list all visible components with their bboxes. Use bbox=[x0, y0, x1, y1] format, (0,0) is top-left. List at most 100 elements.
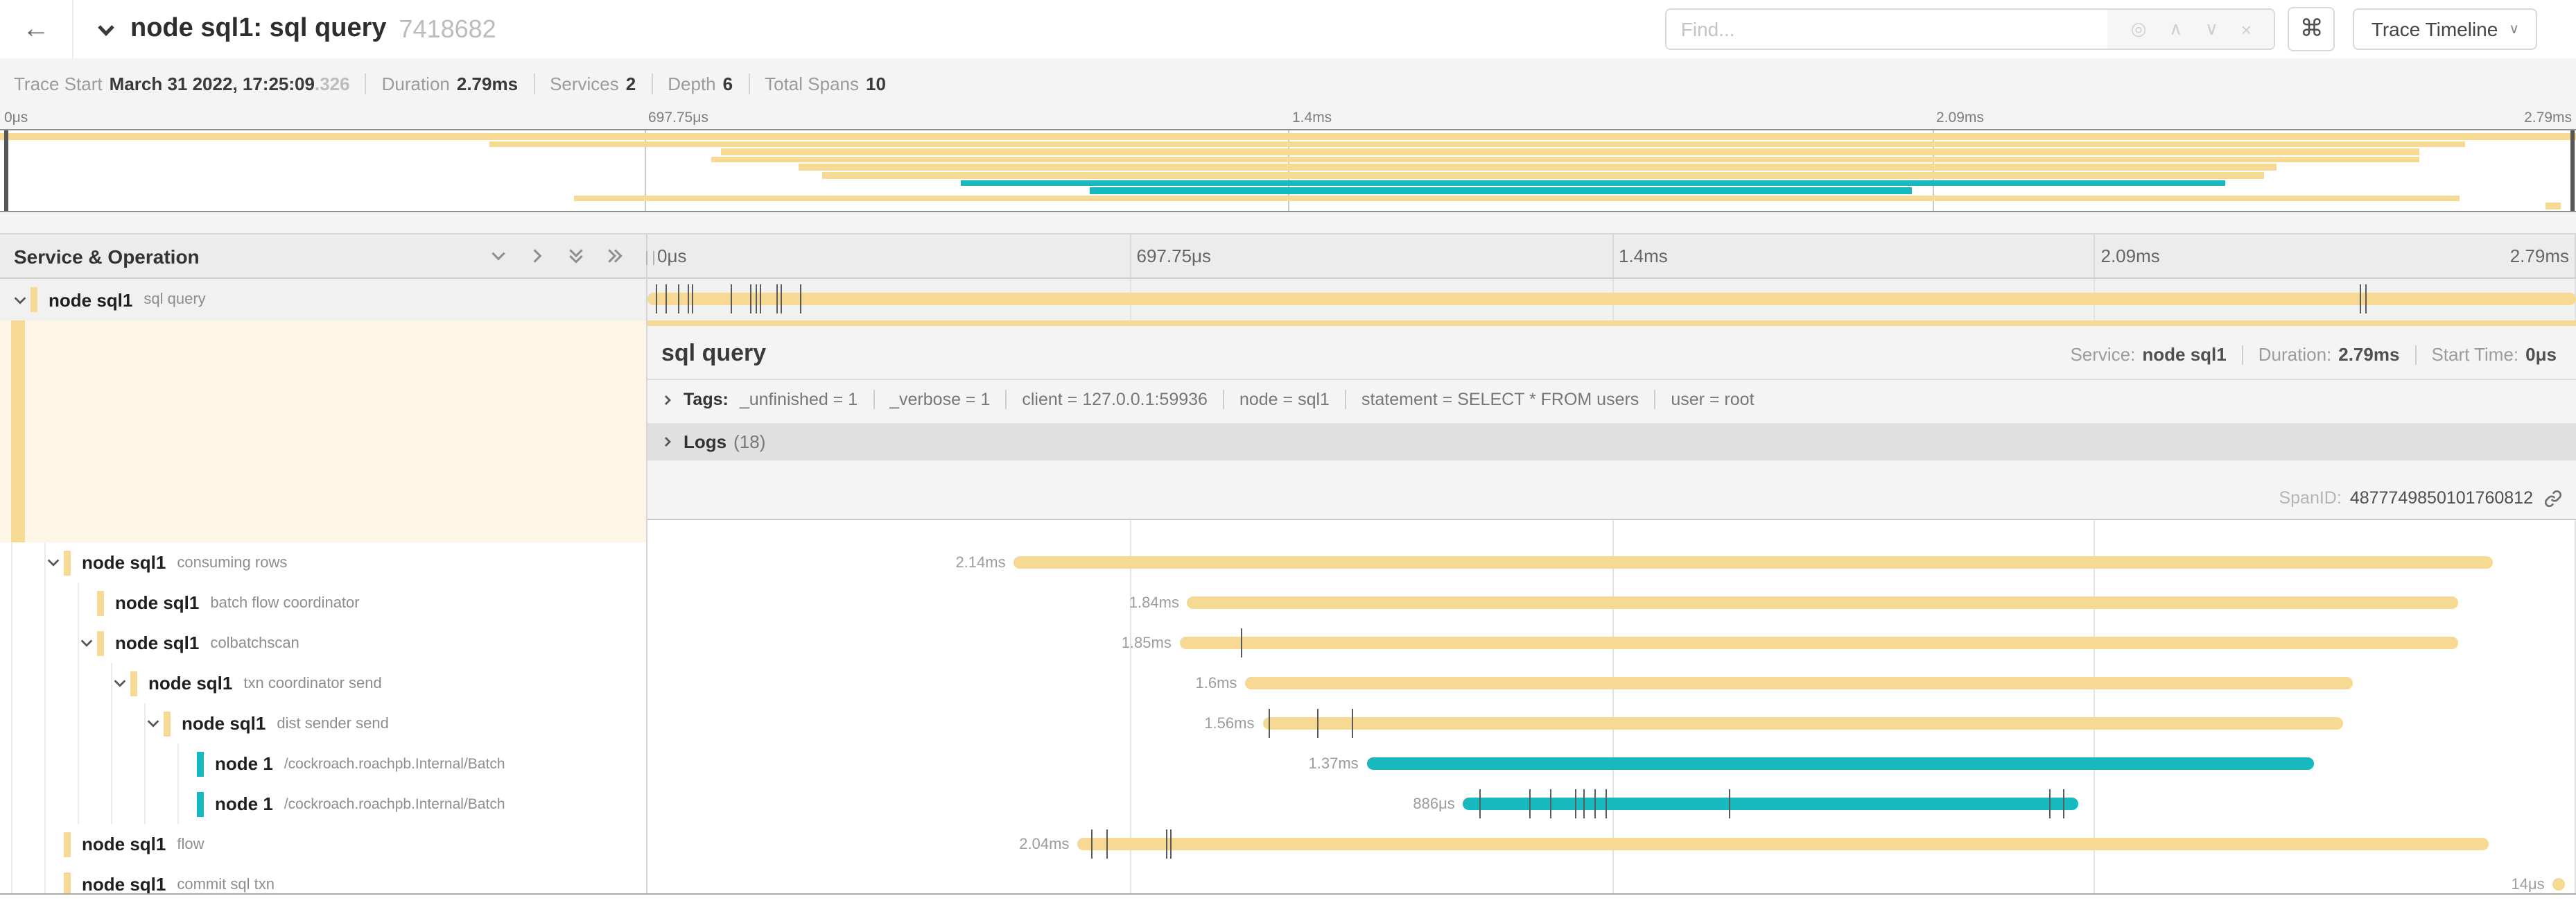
span-service: node sql1 bbox=[82, 552, 166, 573]
back-arrow-icon[interactable]: ← bbox=[22, 13, 50, 44]
chevron-down-icon[interactable] bbox=[8, 292, 31, 307]
summary-value-suffix: .326 bbox=[314, 73, 350, 94]
timeline-row-dist-sender-send[interactable]: 1.56ms bbox=[647, 703, 2576, 743]
duration-value: 2.79ms bbox=[2338, 344, 2400, 365]
chevron-down-icon[interactable] bbox=[141, 716, 164, 731]
span-bar[interactable] bbox=[1463, 798, 2079, 810]
timeline-row-internal-batch-1[interactable]: 1.37ms bbox=[647, 743, 2576, 784]
span-accent-strip bbox=[647, 320, 2576, 326]
tree-row-consuming-rows[interactable]: node sql1 consuming rows bbox=[0, 542, 646, 583]
axis-tick-label: 2.79ms bbox=[2509, 246, 2569, 266]
tree-row-txn-coordinator-send[interactable]: node sql1 txn coordinator send bbox=[0, 663, 646, 703]
chevron-right-icon bbox=[665, 395, 671, 404]
span-bar[interactable] bbox=[1366, 757, 2314, 770]
span-bar[interactable] bbox=[1187, 596, 2459, 609]
axis-tick-label: 2.79ms bbox=[2524, 110, 2572, 126]
indent-guides bbox=[11, 623, 79, 663]
span-operation: /cockroach.roachpb.Internal/Batch bbox=[284, 796, 505, 812]
span-bar[interactable] bbox=[1013, 556, 2494, 569]
timeline-row-internal-batch-2[interactable]: 886μs bbox=[647, 784, 2576, 824]
logs-row[interactable]: Logs (18) bbox=[647, 423, 2576, 461]
log-marker bbox=[759, 284, 761, 313]
summary-label: Depth bbox=[668, 73, 716, 94]
service-label: Service: bbox=[2070, 344, 2136, 365]
log-marker bbox=[2360, 284, 2362, 313]
span-detail-panel: sql query Service: node sql1 Duration: 2.7… bbox=[647, 320, 2576, 520]
span-duration-label: 1.37ms bbox=[1308, 755, 1359, 772]
span-bar[interactable] bbox=[2552, 878, 2565, 891]
span-service: node sql1 bbox=[182, 713, 266, 734]
next-result-icon[interactable]: ∨ bbox=[2204, 18, 2218, 39]
minimap-span-graph bbox=[0, 133, 2576, 211]
prev-result-icon[interactable]: ∧ bbox=[2169, 18, 2183, 39]
trace-title: node sql1: sql query bbox=[130, 14, 387, 43]
clear-search-icon[interactable]: × bbox=[2240, 19, 2252, 40]
expand-one-icon[interactable] bbox=[528, 247, 546, 265]
chevron-down-icon[interactable] bbox=[108, 676, 130, 691]
tree-row-commit-sql-txn[interactable]: node sql1 commit sql txn bbox=[0, 864, 646, 893]
tree-row-internal-batch-1[interactable]: node 1 /cockroach.roachpb.Internal/Batch bbox=[0, 743, 646, 784]
tree-row-flow[interactable]: node sql1 flow bbox=[0, 824, 646, 864]
timeline-row-txn-coordinator-send[interactable]: 1.6ms bbox=[647, 663, 2576, 703]
active-indent-guide[interactable] bbox=[11, 320, 25, 542]
span-color-swatch bbox=[130, 671, 137, 696]
minimap-span bbox=[0, 164, 2576, 172]
locate-icon[interactable]: ◎ bbox=[2130, 18, 2147, 39]
timeline-row-colbatchscan[interactable]: 1.85ms bbox=[647, 623, 2576, 663]
chevron-down-icon[interactable] bbox=[42, 555, 64, 570]
tags-label: Tags: bbox=[684, 390, 729, 409]
minimap-right-scrub-handle[interactable] bbox=[2570, 130, 2575, 211]
tree-row-batch-flow-coordinator[interactable]: node sql1 batch flow coordinator bbox=[0, 583, 646, 623]
summary-separator bbox=[365, 73, 367, 94]
minimap-left-scrub-handle[interactable] bbox=[4, 130, 8, 211]
log-marker bbox=[1605, 789, 1608, 818]
meta-separator bbox=[2241, 345, 2243, 364]
chevron-down-icon: ∨ bbox=[2509, 22, 2519, 37]
span-duration-label: 1.56ms bbox=[1204, 715, 1255, 732]
spanid-row: SpanID: 4877749850101760812 bbox=[647, 477, 2576, 519]
find-input[interactable] bbox=[1666, 10, 2108, 49]
span-bar bbox=[1089, 187, 1912, 194]
collapse-all-icon[interactable] bbox=[567, 247, 585, 265]
span-duration-label: 2.04ms bbox=[1019, 836, 1070, 852]
span-bar[interactable] bbox=[1262, 717, 2343, 730]
tags-row[interactable]: Tags: _unfinished = 1 _verbose = 1 clien… bbox=[647, 380, 2576, 419]
span-duration-label: 14μs bbox=[2511, 876, 2545, 893]
tag-item: _unfinished = 1 bbox=[739, 390, 858, 409]
timeline-rows: 2.14ms 1.84ms 1.85ms 1.6ms 1.56ms 1.37ms… bbox=[647, 520, 2576, 893]
keyboard-shortcuts-button[interactable]: ⌘ bbox=[2288, 7, 2335, 51]
timeline-body: sql query Service: node sql1 Duration: 2.7… bbox=[647, 279, 2576, 893]
chevron-down-icon[interactable] bbox=[75, 635, 97, 651]
span-bar[interactable] bbox=[1179, 637, 2459, 649]
indent-guides bbox=[11, 864, 46, 893]
log-marker bbox=[1316, 709, 1319, 738]
timeline-row-flow[interactable]: 2.04ms bbox=[647, 824, 2576, 864]
log-marker bbox=[1479, 789, 1481, 818]
timeline-row-consuming-rows[interactable]: 2.14ms bbox=[647, 542, 2576, 583]
tree-row-internal-batch-2[interactable]: node 1 /cockroach.roachpb.Internal/Batch bbox=[0, 784, 646, 824]
start-time-value: 0μs bbox=[2525, 344, 2557, 365]
link-icon[interactable] bbox=[2544, 489, 2562, 507]
tree-row-dist-sender-send[interactable]: node sql1 dist sender send bbox=[0, 703, 646, 743]
spanid-label: SpanID: bbox=[2279, 488, 2342, 508]
column-resize-handle[interactable] bbox=[646, 251, 654, 265]
timeline-row-sql-query[interactable] bbox=[647, 279, 2576, 320]
collapse-trace-chevron-icon[interactable] bbox=[96, 19, 116, 40]
tag-separator bbox=[873, 390, 875, 409]
expand-all-icon[interactable] bbox=[606, 247, 624, 265]
view-selector-button[interactable]: Trace Timeline ∨ bbox=[2353, 8, 2537, 50]
log-marker bbox=[1575, 789, 1577, 818]
axis-tick-label: 1.4ms bbox=[1619, 246, 1668, 266]
tree-row-colbatchscan[interactable]: node sql1 colbatchscan bbox=[0, 623, 646, 663]
span-color-swatch bbox=[164, 711, 171, 736]
collapse-one-icon[interactable] bbox=[489, 247, 507, 265]
tree-row-sql-query[interactable]: node sql1 sql query bbox=[0, 279, 646, 320]
span-bar[interactable] bbox=[1077, 838, 2489, 850]
timeline-row-commit-sql-txn[interactable]: 14μs bbox=[647, 864, 2576, 893]
span-bar[interactable] bbox=[647, 293, 2576, 305]
timeline-row-batch-flow-coordinator[interactable]: 1.84ms bbox=[647, 583, 2576, 623]
span-bar[interactable] bbox=[1245, 677, 2353, 689]
span-service: node sql1 bbox=[148, 673, 233, 694]
trace-minimap[interactable] bbox=[0, 129, 2576, 212]
span-color-swatch bbox=[197, 791, 204, 816]
